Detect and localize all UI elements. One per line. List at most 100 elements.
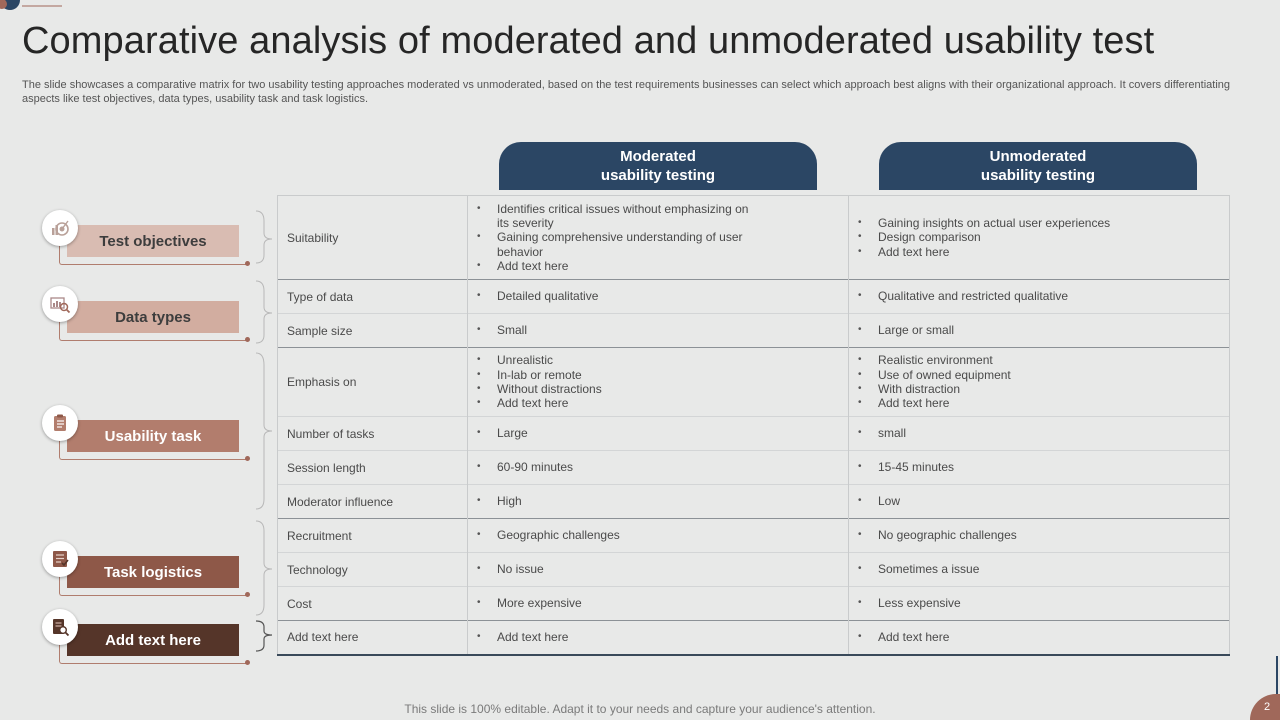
bullet-item: More expensive [477, 596, 757, 611]
bullet-item: small [858, 426, 1229, 441]
unmoderated-bullet-list: 15-45 minutes [850, 460, 1229, 475]
bullet-item: Identifies critical issues without empha… [477, 202, 757, 231]
category-connector-dot [245, 592, 250, 597]
bullet-item: Add text here [858, 396, 1229, 411]
aspect-cell: Session length [277, 450, 468, 485]
category-connector-dot [245, 456, 250, 461]
category-outline [59, 561, 248, 596]
unmoderated-value-cell: Realistic environmentUse of owned equipm… [848, 347, 1230, 417]
bullet-item: Sometimes a issue [858, 562, 1229, 577]
bracket-test-objectives [255, 210, 273, 264]
bullet-item: Gaining comprehensive understanding of u… [477, 230, 757, 259]
document-search-icon [42, 609, 78, 645]
category-label: Add text here [67, 624, 239, 656]
category-label: Usability task [67, 420, 239, 452]
bullet-item: High [477, 494, 757, 509]
aspect-cell: Emphasis on [277, 347, 468, 417]
table-row: Technology No issue Sometimes a issue [277, 552, 1230, 587]
unmoderated-bullet-list: Sometimes a issue [850, 562, 1229, 577]
bullet-item: Add text here [477, 630, 757, 645]
table-row: Recruitment Geographic challenges No geogr… [277, 518, 1230, 553]
bullet-item: Unrealistic [477, 353, 757, 368]
unmoderated-bullet-list: Less expensive [850, 596, 1229, 611]
aspect-cell: Number of tasks [277, 416, 468, 451]
moderated-value-cell: UnrealisticIn-lab or remoteWithout distr… [467, 347, 849, 417]
moderated-value-cell: 60-90 minutes [467, 450, 849, 485]
unmoderated-value-cell: Less expensive [848, 586, 1230, 621]
moderated-value-cell: More expensive [467, 586, 849, 621]
category-brackets [255, 210, 273, 652]
moderated-column-header: Moderated usability testing [499, 142, 817, 190]
table-row: Number of tasks Large small [277, 416, 1230, 451]
moderated-bullet-list: High [469, 494, 848, 509]
moderated-bullet-list: Geographic challenges [469, 528, 848, 543]
unmoderated-bullet-list: Large or small [850, 323, 1229, 338]
bullet-item: Gaining insights on actual user experien… [858, 216, 1229, 231]
bullet-item: With distraction [858, 382, 1229, 397]
bullet-item: Use of owned equipment [858, 368, 1229, 383]
footer-note: This slide is 100% editable. Adapt it to… [404, 702, 876, 716]
category-label: Test objectives [67, 225, 239, 257]
comparison-table-body: Suitability Identifies critical issues wi… [277, 195, 1230, 655]
clipboard-icon [42, 405, 78, 441]
aspect-cell: Technology [277, 552, 468, 587]
unmoderated-value-cell: No geographic challenges [848, 518, 1230, 553]
moderated-value-cell: Geographic challenges [467, 518, 849, 553]
category-outline [59, 306, 248, 341]
aspect-cell: Suitability [277, 195, 468, 280]
bullet-item: Add text here [858, 245, 1229, 260]
unmoderated-value-cell: Gaining insights on actual user experien… [848, 195, 1230, 280]
aspect-cell: Recruitment [277, 518, 468, 553]
unmoderated-value-cell: Qualitative and restricted qualitative [848, 279, 1230, 314]
moderated-header-line-1: Moderated [620, 148, 696, 165]
moderated-bullet-list: UnrealisticIn-lab or remoteWithout distr… [469, 353, 848, 411]
category-connector-dot [245, 337, 250, 342]
bullet-item: Without distractions [477, 382, 757, 397]
moderated-value-cell: Small [467, 313, 849, 348]
unmoderated-value-cell: Add text here [848, 620, 1230, 655]
category-outline [59, 425, 248, 460]
unmoderated-bullet-list: Add text here [850, 630, 1229, 645]
table-row: Sample size Small Large or small [277, 313, 1230, 348]
bullet-item: Qualitative and restricted qualitative [858, 289, 1229, 304]
bullet-item: Add text here [477, 259, 757, 274]
table-row: Add text here Add text here Add text here [277, 620, 1230, 655]
moderated-value-cell: Large [467, 416, 849, 451]
bullet-item: Less expensive [858, 596, 1229, 611]
page-subtitle: The slide showcases a comparative matrix… [22, 79, 1231, 105]
table-row: Suitability Identifies critical issues wi… [277, 195, 1230, 280]
bullet-item: No geographic challenges [858, 528, 1229, 543]
table-row: Emphasis onUnrealisticIn-lab or remoteWi… [277, 347, 1230, 417]
bullet-item: 60-90 minutes [477, 460, 757, 475]
bullet-item: Add text here [858, 630, 1229, 645]
checklist-icon [42, 541, 78, 577]
bullet-item: Add text here [477, 396, 757, 411]
aspect-cell: Add text here [277, 620, 468, 655]
table-row: Session length 60-90 minutes 15-45 minutes [277, 450, 1230, 485]
bullet-item: Small [477, 323, 757, 338]
unmoderated-bullet-list: Qualitative and restricted qualitative [850, 289, 1229, 304]
bullet-item: Design comparison [858, 230, 1229, 245]
bracket-task-logistics [255, 520, 273, 616]
unmoderated-header-line-2: usability testing [980, 167, 1096, 184]
category-connector-dot [245, 660, 250, 665]
bracket-usability-task [255, 352, 273, 510]
data-analysis-icon [42, 286, 78, 322]
unmoderated-bullet-list: Gaining insights on actual user experien… [850, 216, 1229, 260]
moderated-bullet-list: 60-90 minutes [469, 460, 848, 475]
bullet-item: Large or small [858, 323, 1229, 338]
aspect-cell: Moderator influence [277, 484, 468, 519]
unmoderated-bullet-list: Low [850, 494, 1229, 509]
bullet-item: Geographic challenges [477, 528, 757, 543]
page-title: Comparative analysis of moderated and un… [22, 20, 1155, 62]
moderated-bullet-list: Small [469, 323, 848, 338]
bracket-data-types [255, 280, 273, 344]
moderated-bullet-list: No issue [469, 562, 848, 577]
unmoderated-bullet-list: small [850, 426, 1229, 441]
moderated-bullet-list: More expensive [469, 596, 848, 611]
table-row: Moderator influence High Low [277, 484, 1230, 519]
moderated-value-cell: No issue [467, 552, 849, 587]
category-outline [59, 230, 248, 265]
moderated-bullet-list: Add text here [469, 630, 848, 645]
bracket-add-text [255, 620, 273, 652]
